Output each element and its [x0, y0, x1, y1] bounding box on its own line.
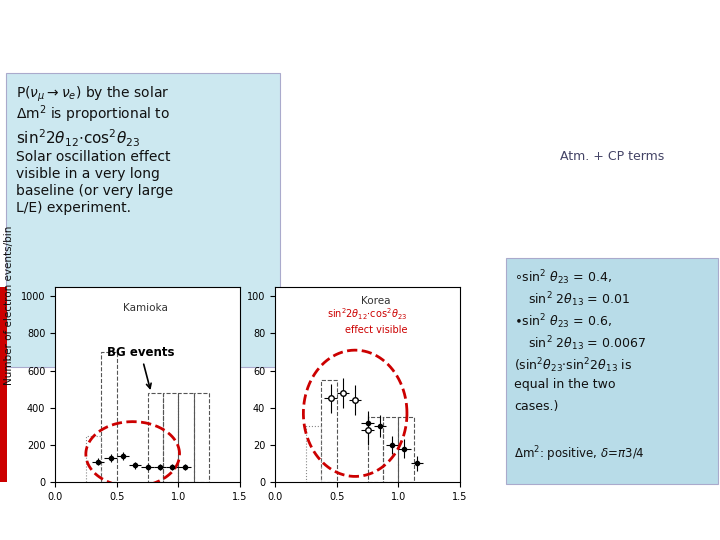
Text: Number of electron events/bin: Number of electron events/bin: [4, 226, 14, 385]
Text: (sin$^2\theta_{23}$$\cdot$sin$^2$2$\theta_{13}$ is: (sin$^2\theta_{23}$$\cdot$sin$^2$2$\thet…: [514, 356, 632, 375]
Text: BG events: BG events: [107, 346, 174, 388]
Text: sin$^2$2$\theta_{12}$$\cdot$cos$^2$$\theta_{23}$: sin$^2$2$\theta_{12}$$\cdot$cos$^2$$\the…: [16, 128, 140, 150]
Bar: [148, 393, 163, 482]
Bar: [383, 417, 398, 482]
Bar: [163, 393, 179, 482]
FancyBboxPatch shape: [506, 258, 718, 484]
Text: $\Delta$m$^2$: positive, $\delta$=$\pi$3/4: $\Delta$m$^2$: positive, $\delta$=$\pi$3…: [514, 444, 645, 464]
Bar: [321, 380, 337, 482]
Text: cases.): cases.): [514, 400, 559, 413]
Text: Oscillation probabilities and the signal: Oscillation probabilities and the signal: [0, 15, 720, 48]
Bar: [398, 417, 414, 482]
Bar: [194, 393, 210, 482]
Bar: [179, 393, 194, 482]
Text: Kamioka: Kamioka: [123, 303, 168, 313]
Bar: [306, 426, 321, 482]
Text: Solar oscillation effect: Solar oscillation effect: [16, 150, 171, 164]
Text: Atm. + CP terms: Atm. + CP terms: [560, 150, 665, 163]
Text: $\bullet$sin$^2$ $\theta_{23}$ = 0.6,: $\bullet$sin$^2$ $\theta_{23}$ = 0.6,: [514, 312, 612, 330]
Text: sin$^2$ 2$\theta_{13}$ = 0.0067: sin$^2$ 2$\theta_{13}$ = 0.0067: [528, 334, 646, 353]
Text: sin$^2$2$\theta_{12}$$\cdot$cos$^2$$\theta_{23}$: sin$^2$2$\theta_{12}$$\cdot$cos$^2$$\the…: [327, 307, 407, 322]
Text: visible in a very long: visible in a very long: [16, 167, 160, 181]
Bar: [0, 287, 7, 482]
Bar: [102, 352, 117, 482]
Text: $\Delta$m$^2$ is proportional to: $\Delta$m$^2$ is proportional to: [16, 103, 170, 125]
FancyBboxPatch shape: [6, 73, 280, 367]
Text: baseline (or very large: baseline (or very large: [16, 184, 173, 198]
Text: equal in the two: equal in the two: [514, 378, 616, 391]
Text: P($\nu_\mu$$\rightarrow$$\nu_e$) by the solar: P($\nu_\mu$$\rightarrow$$\nu_e$) by the …: [16, 85, 169, 104]
Text: Solar term: Solar term: [350, 338, 431, 353]
Bar: [367, 417, 383, 482]
Text: effect visible: effect visible: [346, 326, 408, 335]
Text: sin$^2$ 2$\theta_{13}$ = 0.01: sin$^2$ 2$\theta_{13}$ = 0.01: [528, 290, 630, 309]
Text: Korea: Korea: [361, 296, 391, 306]
Bar: [86, 436, 102, 482]
Text: L/E) experiment.: L/E) experiment.: [16, 201, 131, 215]
Text: $\circ$sin$^2$ $\theta_{23}$ = 0.4,: $\circ$sin$^2$ $\theta_{23}$ = 0.4,: [514, 268, 612, 287]
